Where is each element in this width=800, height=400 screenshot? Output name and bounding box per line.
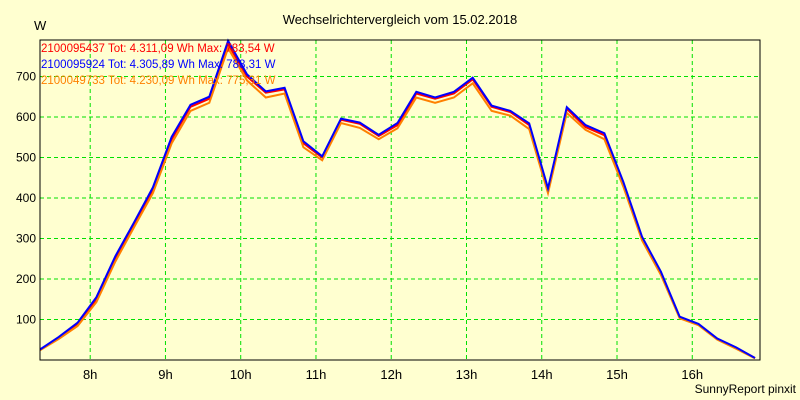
x-tick-label: 13h: [456, 367, 478, 382]
x-tick-label: 16h: [681, 367, 703, 382]
x-tick-label: 14h: [531, 367, 553, 382]
x-tick-label: 8h: [83, 367, 97, 382]
plot-frame: [39, 39, 761, 361]
y-tick-label: 500: [16, 150, 36, 164]
y-tick-label: 300: [16, 231, 36, 245]
y-tick-label: 200: [16, 272, 36, 286]
y-tick-label: 100: [16, 312, 36, 326]
chart-title: Wechselrichtervergleich vom 15.02.2018: [283, 12, 518, 27]
series-line-2100049733: [39, 45, 756, 360]
legend-entry-2100095437: 2100095437 Tot: 4.311,09 Wh Max: 783,54 …: [41, 43, 275, 55]
x-tick-label: 15h: [606, 367, 628, 382]
y-tick-label: 700: [16, 69, 36, 83]
x-tick-label: 10h: [230, 367, 252, 382]
x-tick-label: 12h: [380, 367, 402, 382]
series-line-2100095924: [39, 38, 756, 359]
x-tick-label: 9h: [158, 367, 172, 382]
y-axis-label: W: [34, 18, 47, 33]
series-line-2100095437: [39, 41, 756, 359]
x-tick-label: 11h: [306, 367, 327, 382]
legend-entry-2100049733: 2100049733 Tot: 4.230,09 Wh Max: 775,31 …: [41, 75, 276, 87]
footer-credit: SunnyReport pinxit: [695, 382, 797, 396]
y-tick-label: 400: [16, 191, 36, 205]
legend-entry-2100095924: 2100095924 Tot: 4.305,89 Wh Max: 788,31 …: [41, 59, 276, 71]
y-tick-label: 600: [16, 110, 36, 124]
